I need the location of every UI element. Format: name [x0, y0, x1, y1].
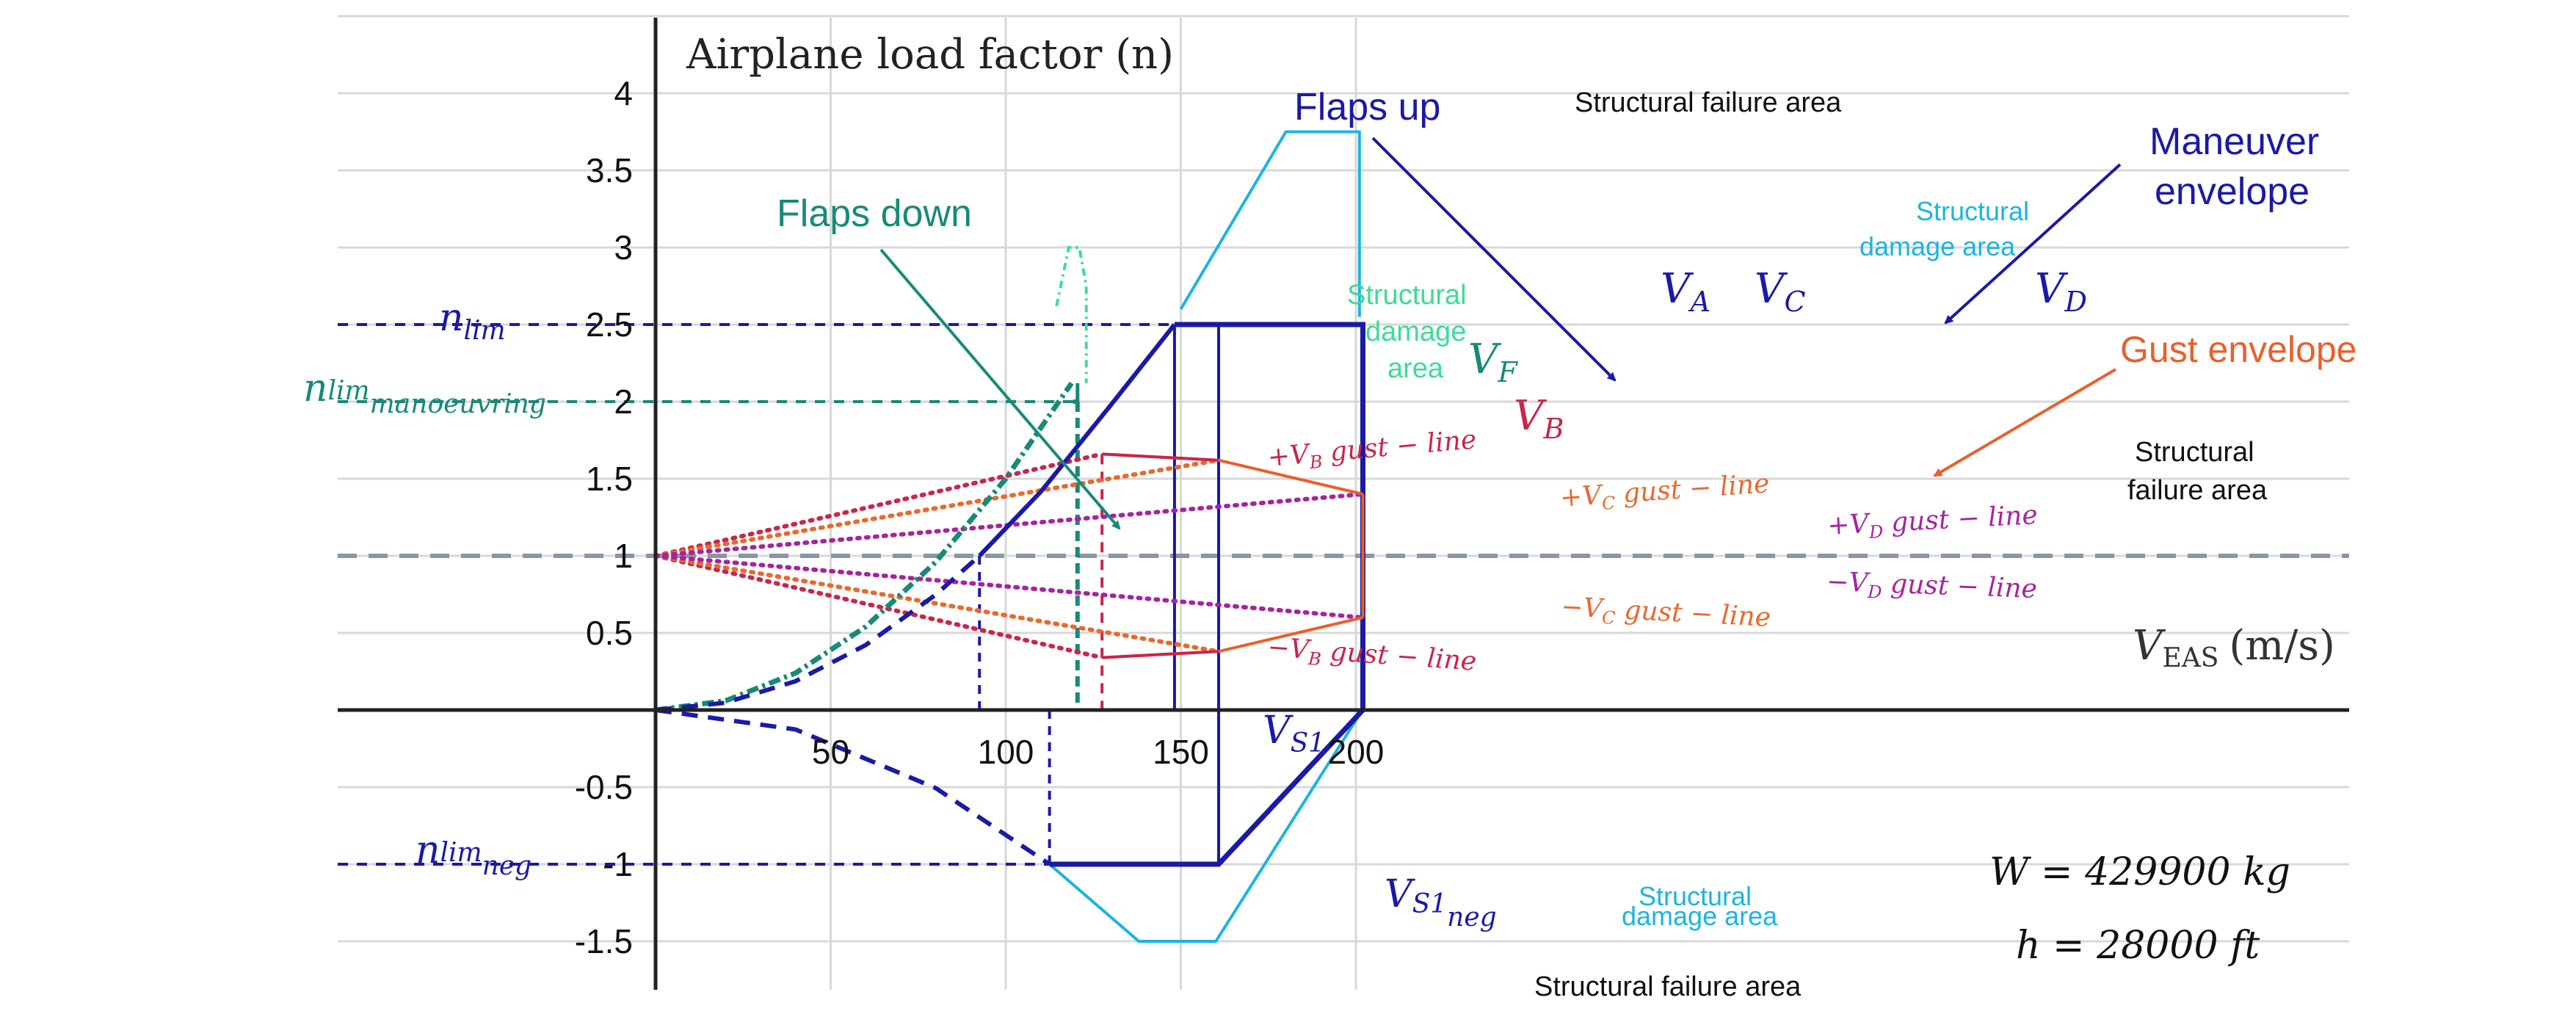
y-tick-label: -0.5	[575, 768, 633, 806]
reference-lines	[338, 323, 2349, 866]
va-label: VA	[1661, 265, 1710, 318]
damage-area-upper	[1179, 130, 1361, 317]
gust-minus-vc	[653, 554, 1221, 654]
vf-label: VF	[1468, 336, 1518, 388]
x-tick-label: 200	[1328, 733, 1385, 771]
flaps-up-curve-solid	[978, 323, 1177, 558]
y-tick-label: -1	[603, 845, 633, 883]
flaps-up-arrow	[1371, 137, 1617, 382]
damage-lower-1: Structural	[1639, 881, 1752, 911]
failure-area-right-2: failure area	[2127, 475, 2268, 506]
weight-label: W = 429900 kg	[1989, 850, 2290, 894]
y-axis-label: Airplane load factor (n)	[686, 31, 1174, 79]
maneuver-envelope	[1174, 322, 1365, 710]
gust-minus-vb	[653, 554, 1105, 660]
damage-upper-1: Structural	[1916, 196, 2029, 226]
gust-envelope-vb-lower-segment	[1102, 650, 1219, 659]
axes	[338, 18, 2349, 990]
gust-plus-vb	[653, 452, 1105, 558]
y-tick-label: 4	[614, 74, 633, 112]
flaps-down-curve	[655, 381, 1074, 713]
gust-envelope-label: Gust envelope	[2120, 329, 2357, 370]
gust-label-plus-vc: +VC gust − line	[1559, 468, 1771, 517]
grid	[338, 15, 2349, 990]
maneuver-envelope-label-2: envelope	[2155, 170, 2310, 213]
gust-envelope-vb-segment	[1102, 452, 1219, 462]
flaps-up-curve-dashed	[655, 554, 982, 712]
y-tick-label: 3.5	[586, 151, 633, 189]
y-tick-label: 2	[614, 383, 633, 421]
failure-area-bottom: Structural failure area	[1534, 971, 1802, 1002]
flaps-down-label: Flaps down	[777, 192, 972, 235]
gust-minus-vd	[653, 554, 1365, 620]
vd-label: VD	[2035, 265, 2087, 318]
maneuver-envelope-label-1: Maneuver	[2149, 120, 2319, 163]
flaps-down-arrow	[879, 248, 1121, 530]
negative-envelope-solid	[1049, 708, 1365, 867]
y-tick-label: 1	[614, 537, 633, 575]
gust-label-minus-vc: −VC gust − line	[1560, 592, 1771, 637]
maneuver-envelope-arrow	[1944, 163, 2122, 325]
x-tick-label: 50	[812, 733, 849, 771]
damage-flaps-2: damage	[1365, 316, 1466, 347]
damage-flaps-3: area	[1387, 353, 1444, 384]
y-tick-label: 1.5	[586, 460, 633, 498]
altitude-label: h = 28000 ft	[2016, 924, 2260, 968]
x-tick-label: 100	[978, 733, 1034, 771]
damage-upper-2: damage area	[1860, 231, 2016, 261]
failure-area-top: Structural failure area	[1575, 87, 1842, 118]
n-lim-manoeuvring-label: nlimmanoeuvring	[303, 366, 546, 419]
gust-label-minus-vb: −VB gust − line	[1266, 632, 1478, 681]
n-lim-label: nlim	[439, 296, 506, 346]
y-tick-label: 2.5	[586, 305, 633, 344]
damage-area-flaps	[1055, 246, 1088, 383]
gust-label-plus-vd: +VD gust − line	[1826, 500, 2039, 545]
vs1neg-label: VS1neg	[1385, 872, 1497, 932]
n-lim-neg-label: nlimneg	[416, 828, 531, 881]
damage-lower-2: damage area	[1622, 901, 1778, 931]
gust-label-plus-vb: +VB gust − line	[1266, 424, 1478, 477]
tick-labels: -1.5 -1 -0.5 0.5 1 1.5 2 2.5 3 3.5 4 50 100 150 200	[575, 74, 1385, 960]
gust-label-minus-vd: −VD gust − line	[1826, 567, 2038, 608]
vb-label: VB	[1514, 392, 1564, 445]
y-tick-label: 0.5	[586, 614, 633, 652]
negative-stall-curve-dashed	[655, 708, 1051, 866]
gust-plus-vc	[653, 457, 1221, 558]
damage-flaps-1: Structural	[1347, 280, 1467, 311]
x-axis-label: VEAS (m/s)	[2133, 622, 2335, 673]
envelope-series	[655, 130, 1365, 943]
vs1-label: VS1	[1263, 709, 1325, 758]
pointer-arrows	[879, 137, 2122, 530]
failure-area-right-1: Structural	[2135, 437, 2254, 468]
damage-area-lower	[1048, 714, 1361, 943]
x-tick-label: 150	[1153, 733, 1209, 771]
vc-label: VC	[1755, 265, 1806, 318]
flaps-up-label: Flaps up	[1294, 86, 1440, 128]
y-tick-label: -1.5	[575, 922, 633, 960]
y-tick-label: 3	[614, 228, 633, 267]
gust-envelope-arrow	[1933, 368, 2117, 477]
